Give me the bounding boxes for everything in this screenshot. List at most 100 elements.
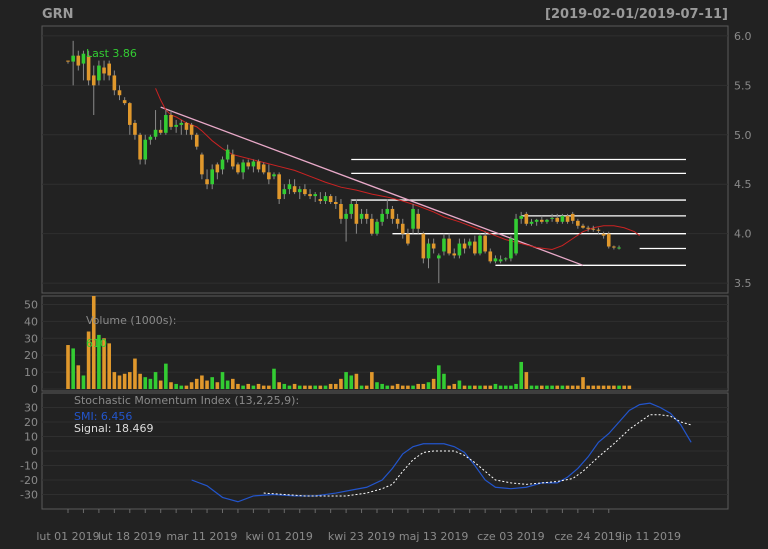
volume-bar [277, 382, 281, 389]
volume-bar [246, 383, 251, 389]
candle-body [215, 164, 220, 173]
volume-bar [622, 385, 626, 389]
volume-bar [565, 385, 570, 389]
candle-body [514, 218, 518, 254]
volume-bar [194, 378, 199, 389]
smi-tick-label: -10 [20, 460, 38, 473]
candle-body [617, 247, 621, 249]
volume-bar [66, 345, 70, 389]
candle-body [282, 189, 287, 195]
volume-bar [452, 383, 457, 389]
date-range: [2019-02-01/2019-07-11] [545, 7, 728, 22]
candle-body [601, 233, 606, 236]
volume-tick-label: 30 [24, 332, 38, 345]
volume-bar [400, 385, 405, 389]
volume-bar [189, 382, 194, 389]
smi-tick-label: 20 [24, 416, 38, 429]
candle-body [576, 220, 580, 226]
candle-body [411, 208, 415, 229]
volume-bar [231, 378, 235, 389]
volume-bar [586, 385, 590, 389]
candle-body [292, 186, 297, 193]
volume-bar [493, 383, 498, 389]
candle-body [612, 246, 616, 248]
volume-bar [529, 385, 534, 389]
volume-bar [143, 377, 148, 389]
candle-body [416, 213, 420, 229]
candle-body [509, 238, 513, 259]
volume-bar [205, 380, 209, 389]
candle-body [478, 235, 482, 254]
volume-bar [256, 383, 261, 389]
volume-bar [591, 385, 596, 389]
volume-bar [524, 372, 529, 389]
candle-body [349, 204, 354, 214]
candle-body [256, 161, 261, 170]
volume-bar [606, 385, 611, 389]
x-tick-label: lip 11 2019 [619, 530, 681, 543]
volume-bar [416, 383, 420, 389]
candle-body [303, 189, 307, 195]
candle-body [81, 53, 86, 64]
volume-bar [303, 385, 307, 389]
candle-body [91, 75, 96, 86]
volume-bar [339, 378, 343, 389]
volume-bar [133, 358, 137, 389]
candle-body [483, 235, 487, 252]
volume-bar [560, 385, 565, 389]
candle-body [225, 149, 230, 160]
volume-bar [71, 348, 75, 389]
volume-bar [617, 385, 621, 389]
candle-body [606, 233, 611, 247]
volume-last-label: 610 [86, 337, 107, 350]
candle-body [107, 63, 111, 76]
candle-body [493, 258, 498, 262]
candle-body [210, 169, 214, 185]
volume-bar [534, 385, 539, 389]
volume-bar [91, 296, 96, 389]
x-tick-label: maj 13 2019 [399, 530, 469, 543]
candle-body [133, 122, 137, 135]
volume-bar [344, 372, 348, 389]
candle-body [431, 243, 436, 249]
volume-bar [442, 373, 446, 389]
candle-body [86, 55, 91, 81]
smi-tick-label: 0 [31, 445, 38, 458]
last-price-label: Last 3.86 [86, 47, 137, 60]
volume-bar [117, 375, 122, 389]
volume-bar [570, 385, 575, 389]
volume-bar [81, 375, 86, 389]
price-tick-label: 6.0 [734, 30, 752, 43]
volume-bar [390, 385, 395, 389]
candle-body [102, 67, 106, 74]
volume-bar [596, 385, 601, 389]
volume-bar [112, 372, 117, 389]
candle-body [189, 124, 194, 135]
volume-bar [86, 331, 91, 389]
volume-bar [421, 383, 426, 389]
candle-body [457, 243, 462, 256]
smi-tick-label: -30 [20, 489, 38, 502]
candle-body [76, 55, 81, 66]
candle-body [143, 139, 148, 160]
candle-body [565, 215, 570, 222]
candle-body [246, 162, 251, 167]
candle-body [205, 179, 209, 185]
candle-body [447, 238, 451, 254]
price-tick-label: 3.5 [734, 277, 752, 290]
volume-bar [395, 383, 400, 389]
volume-bar [503, 385, 508, 389]
volume-bar [576, 385, 580, 389]
candle-body [117, 90, 122, 96]
volume-panel [41, 295, 729, 392]
volume-bar [158, 380, 163, 389]
candle-body [194, 134, 199, 147]
smi-lines [191, 402, 692, 503]
volume-bar [375, 382, 379, 389]
volume-bar [128, 372, 132, 389]
volume-label: Volume (1000s): [86, 314, 176, 327]
volume-bar [431, 378, 436, 389]
volume-bar [488, 385, 493, 389]
candle-body [138, 134, 142, 160]
candle-body [591, 228, 596, 230]
